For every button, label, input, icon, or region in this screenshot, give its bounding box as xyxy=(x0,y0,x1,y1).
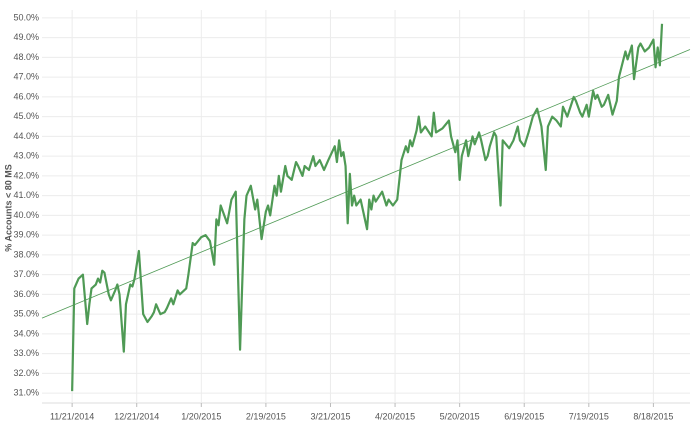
y-tick-label: 43.0% xyxy=(13,151,39,161)
y-tick-label: 38.0% xyxy=(13,249,39,259)
y-tick-label: 37.0% xyxy=(13,269,39,279)
x-tick-label: 5/20/2015 xyxy=(440,411,480,421)
x-tick-label: 4/20/2015 xyxy=(375,411,415,421)
y-tick-label: 42.0% xyxy=(13,170,39,180)
y-tick-label: 36.0% xyxy=(13,289,39,299)
y-tick-label: 45.0% xyxy=(13,111,39,121)
x-tick-label: 2/19/2015 xyxy=(246,411,286,421)
y-tick-label: 47.0% xyxy=(13,72,39,82)
y-tick-label: 39.0% xyxy=(13,230,39,240)
y-tick-label: 34.0% xyxy=(13,328,39,338)
y-tick-label: 32.0% xyxy=(13,368,39,378)
x-tick-label: 11/21/2014 xyxy=(50,411,94,421)
y-tick-label: 33.0% xyxy=(13,348,39,358)
y-tick-label: 35.0% xyxy=(13,309,39,319)
y-tick-label: 46.0% xyxy=(13,91,39,101)
trend-line xyxy=(41,49,691,319)
y-tick-label: 50.0% xyxy=(13,12,39,22)
x-tick-label: 3/21/2015 xyxy=(310,411,350,421)
x-tick-label: 12/21/2014 xyxy=(114,411,159,421)
y-tick-label: 41.0% xyxy=(13,190,39,200)
x-tick-label: 8/18/2015 xyxy=(633,411,673,421)
data-line xyxy=(71,23,664,392)
x-tick-label: 1/20/2015 xyxy=(181,411,221,421)
y-tick-label: 48.0% xyxy=(13,52,39,62)
y-tick-label: 44.0% xyxy=(13,131,39,141)
x-tick-label: 7/19/2015 xyxy=(569,411,609,421)
y-tick-label: 31.0% xyxy=(13,388,39,398)
y-tick-label: 40.0% xyxy=(13,210,39,220)
x-tick-label: 6/19/2015 xyxy=(504,411,544,421)
y-axis-label: % Accounts < 80 MS xyxy=(3,164,13,251)
y-tick-label: 49.0% xyxy=(13,32,39,42)
